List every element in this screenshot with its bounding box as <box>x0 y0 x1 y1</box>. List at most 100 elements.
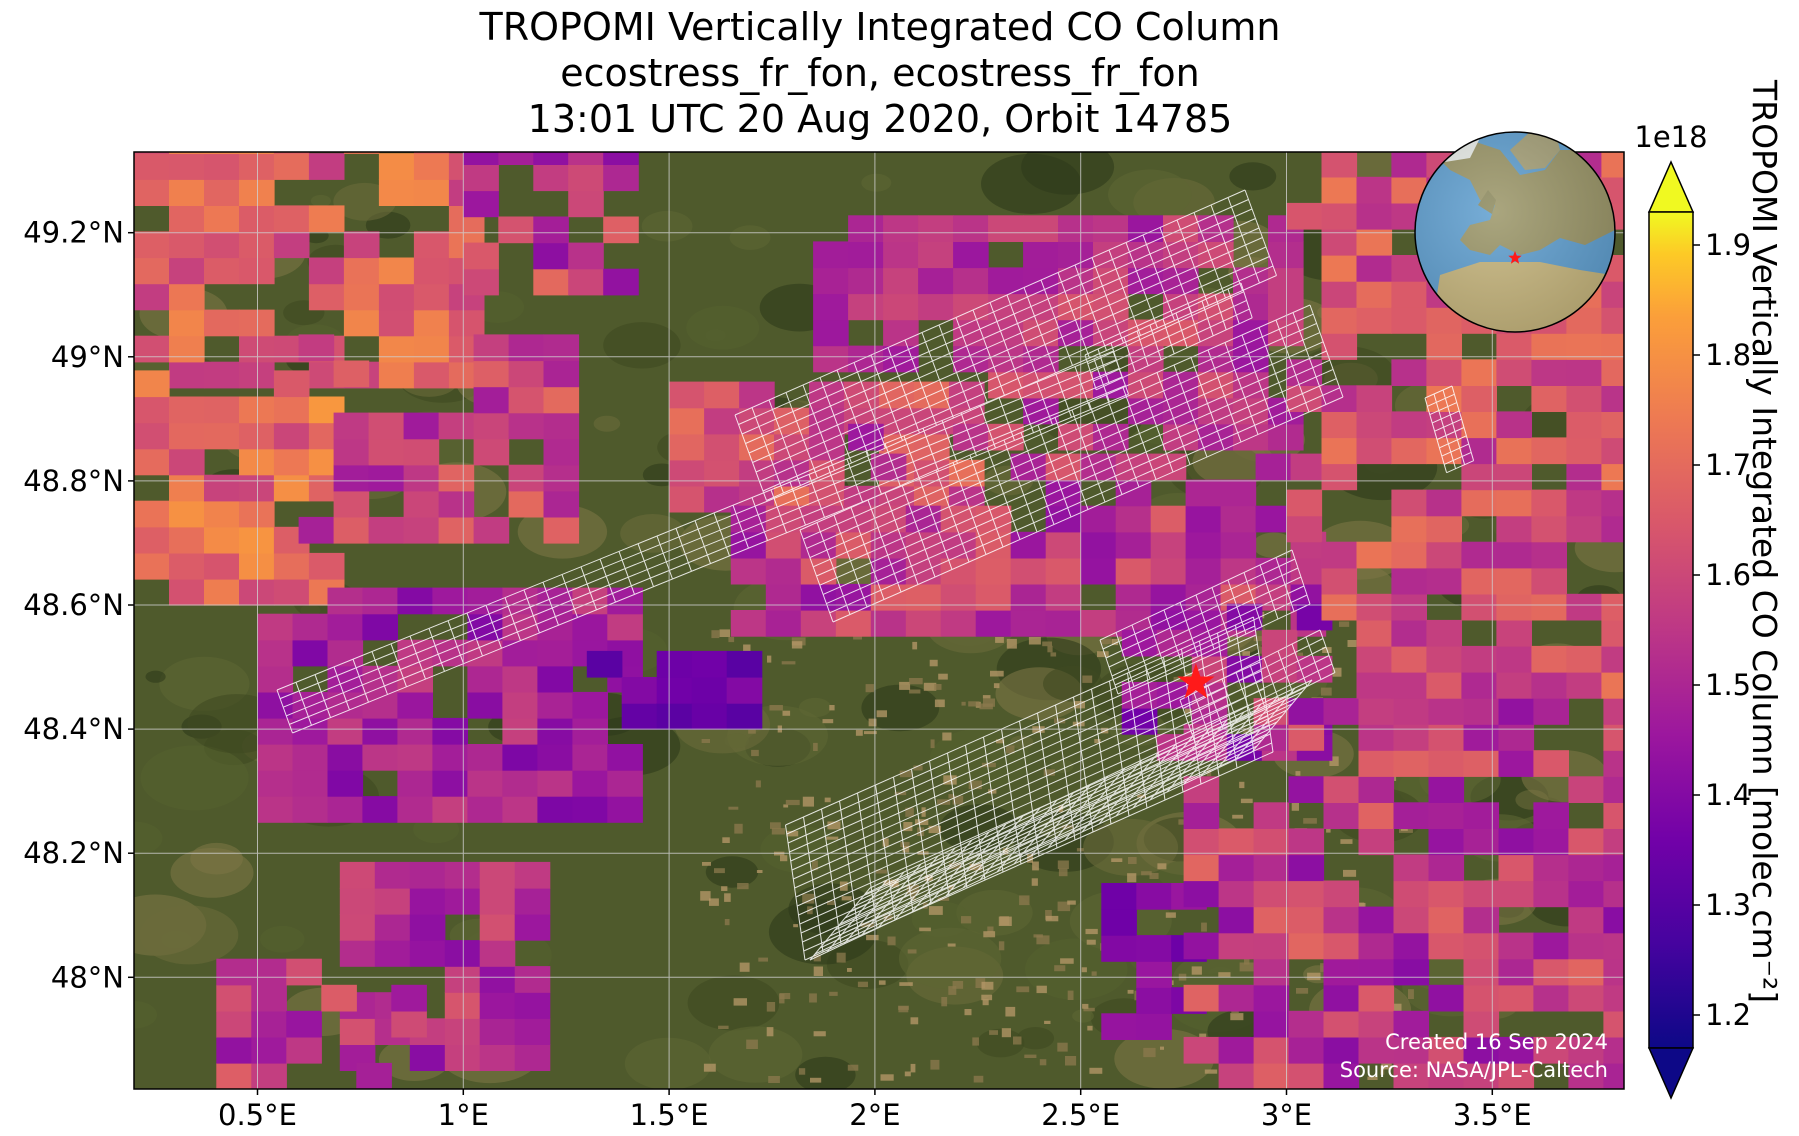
co-pixel <box>813 267 849 295</box>
co-pixel <box>1428 828 1465 856</box>
co-pixel <box>1566 672 1602 699</box>
basemap-field <box>826 836 839 840</box>
footprint-line <box>1040 279 1073 366</box>
co-pixel <box>1185 531 1222 559</box>
basemap-field <box>1173 676 1186 686</box>
basemap-field <box>923 682 937 691</box>
basemap-field <box>847 968 852 972</box>
co-pixel <box>1321 228 1358 256</box>
co-pixel <box>134 283 170 311</box>
co-pixel <box>1568 958 1604 986</box>
footprint-line <box>785 392 818 479</box>
basemap-field <box>948 885 954 890</box>
co-pixel <box>572 796 608 823</box>
footprint-line <box>1439 435 1467 449</box>
co-pixel <box>1253 984 1290 1012</box>
footprint-line <box>832 396 1344 623</box>
basemap-field <box>1016 986 1030 993</box>
co-pixel <box>1533 984 1569 1012</box>
co-pixel <box>669 485 705 513</box>
co-pixel <box>1288 698 1325 725</box>
co-pixel <box>1183 880 1220 908</box>
co-pixel <box>1391 515 1427 543</box>
co-pixel <box>1150 583 1187 611</box>
basemap-field <box>938 673 948 680</box>
footprint-line <box>865 451 882 495</box>
co-pixel <box>273 370 310 398</box>
co-pixel <box>413 152 450 154</box>
basemap-field <box>1160 1046 1164 1050</box>
co-pixel <box>914 433 950 461</box>
basemap-patch <box>593 415 621 432</box>
co-pixel <box>800 583 837 611</box>
co-pixel <box>444 966 481 993</box>
basemap-field <box>1039 1059 1047 1066</box>
footprint-line <box>875 784 896 921</box>
co-pixel <box>514 914 551 941</box>
co-pixel <box>905 505 942 533</box>
basemap-patch <box>795 1056 856 1089</box>
co-pixel <box>1198 397 1234 425</box>
co-pixel <box>467 691 503 719</box>
co-pixel <box>1358 776 1395 803</box>
footprint-line <box>409 635 426 680</box>
co-pixel <box>1391 619 1427 647</box>
co-pixel <box>239 205 275 233</box>
basemap-field <box>766 1002 776 1012</box>
co-pixel <box>1358 1036 1395 1064</box>
co-pixel <box>1321 593 1358 621</box>
co-pixel <box>1323 880 1360 908</box>
basemap-field <box>809 993 817 1003</box>
co-pixel <box>669 381 705 409</box>
credit-source: Source: NASA/JPL-Caltech <box>1340 1058 1608 1082</box>
co-pixel <box>397 691 433 719</box>
co-pixel <box>467 665 503 693</box>
co-pixel <box>327 665 364 693</box>
footprint-line <box>738 199 1249 425</box>
co-pixel <box>374 861 411 889</box>
co-pixel <box>765 557 802 585</box>
co-pixel <box>204 205 240 233</box>
footprint-line <box>1087 291 1245 365</box>
co-pixel <box>988 345 1024 373</box>
co-pixel <box>1463 880 1500 908</box>
co-pixel <box>467 639 503 667</box>
co-pixel <box>1358 906 1395 934</box>
colorbar-gradient <box>1648 211 1694 1049</box>
co-pixel <box>134 370 170 398</box>
basemap-patch <box>134 821 163 856</box>
co-pixel <box>1023 293 1059 321</box>
co-pixel <box>368 464 405 492</box>
co-pixel <box>1461 672 1497 699</box>
lat-tick-label: 48.8°N <box>23 464 124 498</box>
footprint-line <box>1017 389 1034 433</box>
co-pixel <box>1136 961 1172 988</box>
basemap-patch <box>929 728 1031 790</box>
co-pixel <box>514 861 551 889</box>
co-pixel <box>134 153 170 180</box>
co-pixel <box>403 516 440 544</box>
co-pixel <box>813 293 849 321</box>
basemap-field <box>770 822 781 829</box>
co-pixel <box>343 231 380 259</box>
basemap-field <box>786 830 799 837</box>
co-pixel <box>204 552 240 580</box>
co-pixel <box>726 677 763 704</box>
footprint-line <box>821 808 842 945</box>
co-pixel <box>1393 854 1430 882</box>
co-pixel <box>1045 583 1082 611</box>
co-pixel <box>308 283 345 311</box>
co-pixel <box>1496 437 1532 465</box>
footprint-line <box>542 582 559 626</box>
co-pixel <box>1498 724 1535 751</box>
co-pixel <box>1603 828 1624 856</box>
footprint-line <box>1179 699 1196 743</box>
basemap-field <box>718 1025 729 1029</box>
co-pixel <box>409 940 446 967</box>
co-pixel <box>1428 750 1465 777</box>
footprint-line <box>816 350 1327 577</box>
co-pixel <box>413 335 450 363</box>
footprint-line <box>785 824 806 961</box>
co-pixel <box>918 267 954 295</box>
basemap-field <box>1061 825 1074 829</box>
